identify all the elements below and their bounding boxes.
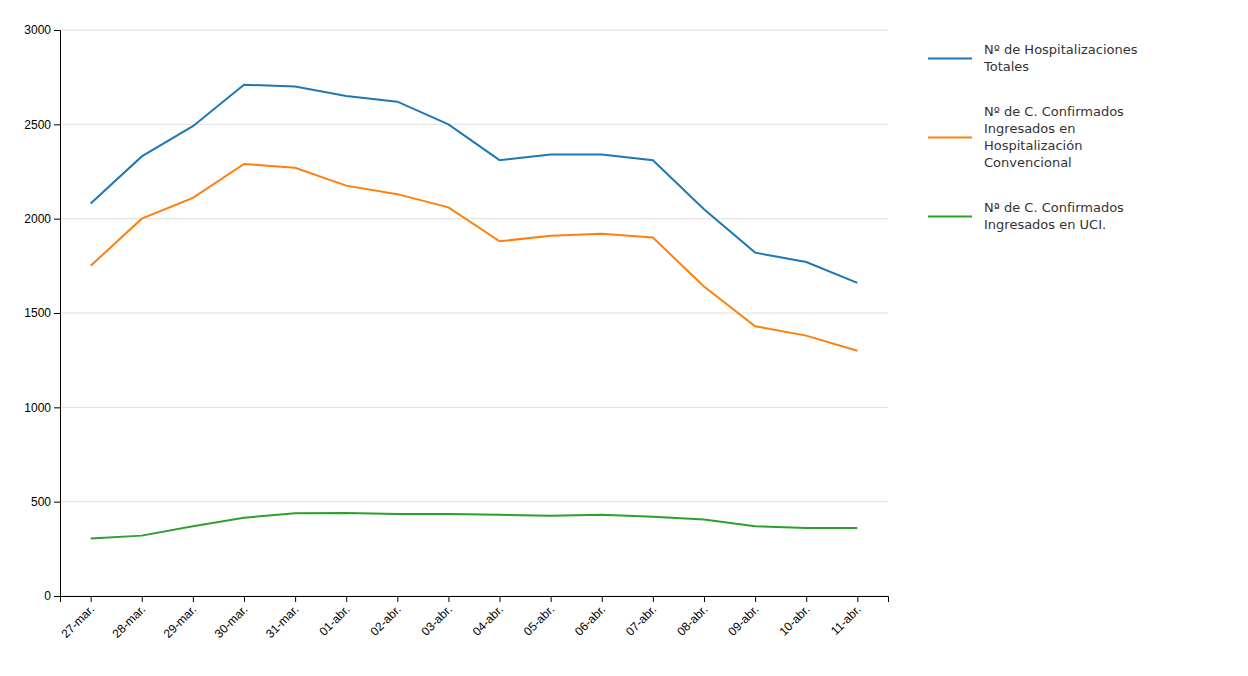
x-tick-mark bbox=[500, 596, 501, 602]
x-tick: 04-abr. bbox=[470, 596, 506, 639]
x-tick-mark bbox=[806, 596, 807, 602]
legend: Nº de HospitalizacionesTotales Nº de C. C… bbox=[928, 42, 1138, 232]
y-tick-label: 3000 bbox=[24, 23, 51, 37]
x-tick: 10-abr. bbox=[776, 596, 812, 639]
y-tick-mark bbox=[54, 124, 60, 125]
x-tick-label: 27-mar. bbox=[58, 602, 97, 641]
grid-line bbox=[60, 30, 888, 31]
legend-item: Nª de C. ConfirmadosIngresados en UCI. bbox=[928, 200, 1124, 232]
y-tick-mark bbox=[54, 407, 60, 408]
legend-swatch bbox=[928, 137, 972, 139]
x-tick: 09-abr. bbox=[725, 596, 761, 639]
legend-item: Nº de C. ConfirmadosIngresados enHospita… bbox=[928, 104, 1124, 170]
y-axis-line bbox=[54, 31, 61, 597]
grid-line bbox=[60, 124, 888, 125]
y-tick-mark bbox=[54, 313, 60, 314]
x-tick-label: 03-abr. bbox=[419, 602, 455, 638]
x-tick-label: 05-abr. bbox=[521, 602, 557, 638]
x-tick: 08-abr. bbox=[674, 596, 710, 639]
y-tick-label: 1000 bbox=[24, 401, 51, 415]
x-tick-mark bbox=[551, 596, 552, 602]
legend-swatch bbox=[928, 216, 972, 218]
y-tick-mark bbox=[54, 596, 60, 597]
x-tick-label: 08-abr. bbox=[674, 602, 710, 638]
legend-label: Nº de HospitalizacionesTotales bbox=[983, 42, 1138, 74]
y-tick: 0 bbox=[44, 589, 60, 603]
y-tick-mark bbox=[54, 219, 60, 220]
x-tick-mark bbox=[193, 596, 194, 602]
x-tick: 28-mar. bbox=[110, 596, 149, 641]
y-tick-mark bbox=[54, 502, 60, 503]
x-tick-label: 30-mar. bbox=[212, 602, 251, 641]
x-tick-mark bbox=[142, 596, 143, 602]
x-tick-label: 31-mar. bbox=[263, 602, 302, 641]
x-tick: 31-mar. bbox=[263, 596, 302, 641]
x-tick-label: 04-abr. bbox=[470, 602, 506, 638]
x-tick-mark bbox=[295, 596, 296, 602]
x-tick: 27-mar. bbox=[58, 596, 97, 641]
x-tick-label: 29-mar. bbox=[161, 602, 200, 641]
x-tick-mark bbox=[602, 596, 603, 602]
x-tick: 03-abr. bbox=[419, 596, 455, 639]
x-tick-label: 06-abr. bbox=[572, 602, 608, 638]
x-tick-mark bbox=[704, 596, 705, 602]
grid-line bbox=[60, 501, 888, 502]
x-tick: 02-abr. bbox=[367, 596, 403, 639]
y-tick-label: 1500 bbox=[24, 306, 51, 320]
grid-line bbox=[60, 313, 888, 314]
y-tick-label: 2000 bbox=[24, 212, 51, 226]
grid-line bbox=[60, 218, 888, 219]
series-line bbox=[91, 513, 858, 538]
x-tick: 01-abr. bbox=[316, 596, 352, 639]
x-tick-mark bbox=[653, 596, 654, 602]
x-tick: 29-mar. bbox=[161, 596, 200, 641]
x-tick-label: 09-abr. bbox=[725, 602, 761, 638]
y-tick: 3000 bbox=[24, 23, 60, 37]
x-tick: 11-abr. bbox=[828, 596, 864, 638]
grid bbox=[60, 30, 888, 596]
grid-line bbox=[60, 407, 888, 408]
y-tick-label: 2500 bbox=[24, 118, 51, 132]
x-tick-mark bbox=[857, 596, 858, 602]
x-tick-label: 11-abr. bbox=[828, 602, 864, 638]
x-tick-label: 28-mar. bbox=[110, 602, 149, 641]
lines bbox=[91, 85, 858, 539]
y-axis: 0 500 1000 1500 2000 2500 3000 bbox=[24, 23, 60, 603]
legend-item: Nº de HospitalizacionesTotales bbox=[928, 42, 1138, 74]
legend-swatch bbox=[928, 58, 972, 60]
x-tick: 06-abr. bbox=[572, 596, 608, 639]
series-line bbox=[91, 164, 858, 351]
x-tick: 07-abr. bbox=[623, 596, 659, 639]
y-tick: 1000 bbox=[24, 401, 60, 415]
x-tick-label: 10-abr. bbox=[776, 602, 812, 638]
y-tick-label: 500 bbox=[31, 495, 51, 509]
x-tick-mark bbox=[397, 596, 398, 602]
x-tick-mark bbox=[346, 596, 347, 602]
x-tick-mark bbox=[244, 596, 245, 602]
x-tick-label: 02-abr. bbox=[367, 602, 403, 638]
y-tick: 500 bbox=[31, 495, 60, 509]
x-tick-mark bbox=[448, 596, 449, 602]
y-tick-label: 0 bbox=[44, 589, 51, 603]
x-axis-line bbox=[61, 597, 889, 603]
x-tick-label: 01-abr. bbox=[316, 602, 352, 638]
x-tick-mark bbox=[755, 596, 756, 602]
series-line bbox=[91, 85, 858, 283]
x-tick-mark bbox=[91, 596, 92, 602]
legend-label: Nº de C. ConfirmadosIngresados enHospita… bbox=[984, 104, 1124, 170]
plot: 0 500 1000 1500 2000 2500 3000 27-mar. 28-mar. 29… bbox=[24, 23, 888, 641]
y-tick: 1500 bbox=[24, 306, 60, 320]
y-tick: 2000 bbox=[24, 212, 60, 226]
x-tick-label: 07-abr. bbox=[623, 602, 659, 638]
y-tick-mark bbox=[54, 30, 60, 31]
x-tick: 30-mar. bbox=[212, 596, 251, 641]
x-tick: 05-abr. bbox=[521, 596, 557, 639]
x-axis: 27-mar. 28-mar. 29-mar. 30-mar. 31-mar. 01-ab… bbox=[58, 596, 888, 641]
y-tick: 2500 bbox=[24, 118, 60, 132]
chart: 0 500 1000 1500 2000 2500 3000 27-mar. 28-mar. 29… bbox=[0, 0, 1248, 676]
legend-label: Nª de C. ConfirmadosIngresados en UCI. bbox=[984, 200, 1124, 232]
